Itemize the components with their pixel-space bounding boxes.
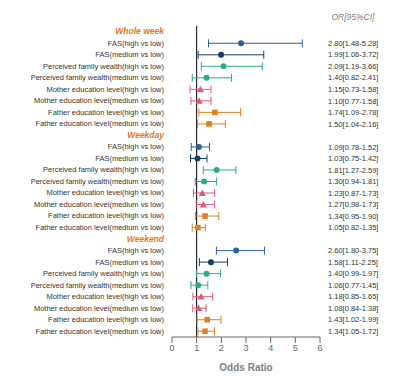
svg-text:Whole week: Whole week	[115, 26, 165, 36]
svg-text:1.18[0.85-1.65]: 1.18[0.85-1.65]	[328, 292, 378, 301]
svg-text:6: 6	[317, 343, 322, 353]
svg-text:Perceived family wealth(medium: Perceived family wealth(medium vs low)	[31, 177, 165, 186]
svg-text:1.08[0.84-1.38]: 1.08[0.84-1.38]	[328, 304, 378, 313]
svg-text:0: 0	[169, 343, 174, 353]
svg-text:Odds Ratio: Odds Ratio	[219, 362, 272, 373]
svg-text:Perceived family wealth(high v: Perceived family wealth(high vs low)	[43, 269, 164, 278]
svg-text:Father education level(medium: Father education level(medium vs low)	[36, 119, 165, 128]
svg-text:Mother education level(high vs: Mother education level(high vs low)	[46, 188, 164, 197]
svg-text:1.03[0.75-1.42]: 1.03[0.75-1.42]	[328, 154, 378, 163]
svg-text:Father education level(high vs: Father education level(high vs low)	[48, 108, 164, 117]
svg-text:1.15[0.73-1.58]: 1.15[0.73-1.58]	[328, 85, 378, 94]
svg-text:2.60[1.80-3.75]: 2.60[1.80-3.75]	[328, 246, 378, 255]
svg-text:Father education level(medium: Father education level(medium vs low)	[36, 223, 165, 232]
svg-text:FAS(high vs low): FAS(high vs low)	[108, 39, 165, 48]
svg-text:1.81[1.27-2.59]: 1.81[1.27-2.59]	[328, 166, 378, 175]
svg-text:2: 2	[219, 343, 224, 353]
svg-text:1.10[0.77-1.58]: 1.10[0.77-1.58]	[328, 97, 378, 106]
svg-text:Mother education level(medium: Mother education level(medium vs low)	[34, 304, 165, 313]
svg-text:Perceived family wealth(high v: Perceived family wealth(high vs low)	[43, 62, 164, 71]
svg-text:Perceived family wealth(high v: Perceived family wealth(high vs low)	[43, 165, 164, 174]
svg-text:Weekend: Weekend	[127, 234, 165, 244]
svg-text:1: 1	[194, 343, 199, 353]
svg-text:FAS(high vs low): FAS(high vs low)	[108, 142, 165, 151]
svg-text:1.30[0.94-1.81]: 1.30[0.94-1.81]	[328, 177, 378, 186]
svg-text:Mother education level(high vs: Mother education level(high vs low)	[46, 292, 164, 301]
svg-text:Father education level(medium: Father education level(medium vs low)	[36, 327, 165, 336]
svg-text:FAS(medium vs low): FAS(medium vs low)	[95, 154, 164, 163]
svg-text:1.99[1.06-3.72]: 1.99[1.06-3.72]	[328, 50, 378, 59]
svg-text:2.80[1.48-5.28]: 2.80[1.48-5.28]	[328, 39, 378, 48]
svg-text:1.34[1.05-1.72]: 1.34[1.05-1.72]	[328, 327, 378, 336]
svg-text:1.43[1.02-1.99]: 1.43[1.02-1.99]	[328, 315, 378, 324]
svg-text:Mother education level(medium: Mother education level(medium vs low)	[34, 96, 165, 105]
svg-text:Mother education level(medium: Mother education level(medium vs low)	[34, 200, 165, 209]
svg-text:Mother education level(high vs: Mother education level(high vs low)	[46, 85, 164, 94]
svg-text:4: 4	[268, 343, 273, 353]
svg-text:1.23[0.87-1.73]: 1.23[0.87-1.73]	[328, 189, 378, 198]
svg-text:1.50[1.04-2.16]: 1.50[1.04-2.16]	[328, 120, 378, 129]
svg-text:1.09[0.78-1.52]: 1.09[0.78-1.52]	[328, 143, 378, 152]
svg-text:1.40[0.99-1.97]: 1.40[0.99-1.97]	[328, 269, 378, 278]
svg-text:Weekday: Weekday	[127, 130, 165, 140]
svg-text:2.09[1.19-3.66]: 2.09[1.19-3.66]	[328, 62, 378, 71]
svg-text:1.74[1.09-2.78]: 1.74[1.09-2.78]	[328, 108, 378, 117]
svg-text:Father education level(high vs: Father education level(high vs low)	[48, 211, 164, 220]
svg-text:Perceived family wealth(medium: Perceived family wealth(medium vs low)	[31, 281, 165, 290]
svg-text:OR[95%CI]: OR[95%CI]	[332, 12, 376, 22]
svg-text:FAS(medium vs low): FAS(medium vs low)	[95, 258, 164, 267]
svg-text:1.27[0.98-1.73]: 1.27[0.98-1.73]	[328, 200, 378, 209]
svg-text:5: 5	[293, 343, 298, 353]
svg-text:FAS(medium vs low): FAS(medium vs low)	[95, 50, 164, 59]
svg-text:1.06[0.77-1.45]: 1.06[0.77-1.45]	[328, 281, 378, 290]
svg-text:3: 3	[243, 343, 248, 353]
svg-text:1.58[1.11-2.25]: 1.58[1.11-2.25]	[328, 258, 378, 267]
svg-text:FAS(high vs low): FAS(high vs low)	[108, 246, 165, 255]
svg-text:1.40[0.82-2.41]: 1.40[0.82-2.41]	[328, 73, 378, 82]
svg-text:1.34[0.95-1.90]: 1.34[0.95-1.90]	[328, 212, 378, 221]
svg-text:Father education level(high vs: Father education level(high vs low)	[48, 315, 164, 324]
svg-text:1.05[0.82-1.35]: 1.05[0.82-1.35]	[328, 223, 378, 232]
svg-text:Perceived family wealth(medium: Perceived family wealth(medium vs low)	[31, 73, 165, 82]
